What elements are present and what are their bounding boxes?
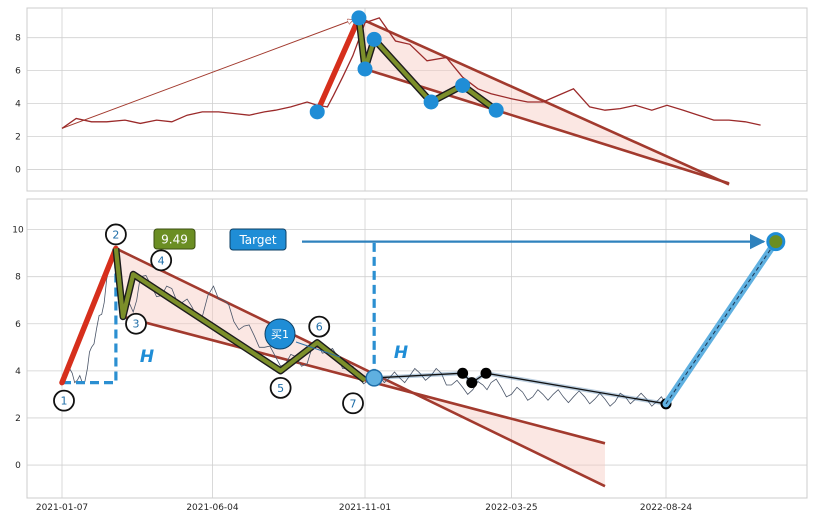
price-label: 9.49 xyxy=(161,233,188,247)
price-label-box xyxy=(153,228,196,250)
height-label-left: H xyxy=(140,347,154,367)
black-point-3 xyxy=(480,367,492,379)
bottom-wave-line xyxy=(113,248,367,382)
bottom-ytick-3: 6 xyxy=(15,320,21,330)
bottom-wave-path xyxy=(59,245,368,386)
wave-label-2: 2 xyxy=(112,228,119,241)
top-price-path xyxy=(61,17,761,129)
top-price-line xyxy=(61,17,761,129)
bottom-y-axis: 0 2 4 6 8 10 xyxy=(12,226,24,471)
top-wave-marker-2 xyxy=(351,10,367,26)
projection-start-marker xyxy=(365,369,383,387)
height-label-right: H xyxy=(394,343,408,363)
wave-label-3: 3 xyxy=(133,318,140,331)
top-wave-marker-6 xyxy=(455,77,471,93)
wave-label-circle-4 xyxy=(150,249,173,272)
bottom-impulse-leg xyxy=(59,245,119,386)
target-label-box xyxy=(229,228,287,251)
wave-label-circle-7 xyxy=(342,392,364,415)
top-channel-lower xyxy=(364,67,730,185)
wave-label-7: 7 xyxy=(350,397,357,410)
wave-label-4: 4 xyxy=(158,254,165,267)
bottom-channel-upper xyxy=(115,247,606,488)
top-ytick-0: 0 xyxy=(15,166,21,176)
target-label: Target xyxy=(238,233,276,247)
buy-pointer xyxy=(295,341,341,358)
buy-marker xyxy=(264,318,296,350)
top-wave-marker-5 xyxy=(423,94,439,110)
bottom-annotations: 9.49 Target 买1 H H xyxy=(140,228,766,367)
wave-label-5: 5 xyxy=(277,382,284,395)
top-ytick-1: 2 xyxy=(15,133,21,143)
top-panel-frame xyxy=(26,7,808,192)
wave-label-1: 1 xyxy=(61,395,68,408)
bottom-height-guides xyxy=(62,241,376,385)
wave-label-circle-3 xyxy=(125,312,147,335)
bottom-xtick-3: 2022-03-25 xyxy=(485,503,537,513)
top-impulse-leg xyxy=(314,15,362,115)
bottom-ytick-1: 2 xyxy=(15,414,21,424)
left-height-guide xyxy=(62,248,118,385)
wave-label-circle-2 xyxy=(104,223,127,246)
top-ytick-3: 6 xyxy=(15,67,21,77)
top-wave-marker-4 xyxy=(366,31,382,47)
wave-label-6: 6 xyxy=(316,321,323,334)
black-point-2 xyxy=(466,377,478,389)
bottom-ytick-5: 10 xyxy=(12,226,24,236)
bottom-ytick-4: 8 xyxy=(15,273,21,283)
top-wave-marker-1 xyxy=(309,104,325,120)
bottom-xtick-1: 2021-06-04 xyxy=(186,503,239,513)
top-ytick-4: 8 xyxy=(15,34,21,44)
bottom-black-points xyxy=(374,367,672,410)
target-marker xyxy=(766,232,786,252)
buy-label: 买1 xyxy=(271,328,289,341)
bottom-x-axis: 2021-01-07 2021-06-04 2021-11-01 2022-03-25… xyxy=(36,503,693,513)
top-ytick-2: 4 xyxy=(15,100,21,110)
bottom-ytick-2: 4 xyxy=(15,367,21,377)
black-point-1 xyxy=(457,367,469,379)
projection-center-line xyxy=(665,241,777,405)
bottom-ytick-0: 0 xyxy=(15,461,21,471)
top-wave-markers xyxy=(309,10,504,120)
top-y-axis: 0 2 4 6 8 xyxy=(15,34,21,176)
top-wave-marker-3 xyxy=(357,61,373,77)
bottom-xtick-2: 2021-11-01 xyxy=(339,503,391,513)
top-grid xyxy=(27,8,807,191)
bottom-xtick-0: 2021-01-07 xyxy=(36,503,88,513)
top-wave-marker-7 xyxy=(488,102,504,118)
bottom-wave-labels: 1 2 3 4 5 6 7 xyxy=(53,223,364,415)
top-panel: 0 2 4 6 8 xyxy=(15,7,808,192)
bottom-projection xyxy=(365,232,786,408)
top-projection-arrow xyxy=(61,20,353,129)
bottom-xtick-4: 2022-08-24 xyxy=(640,503,693,513)
wave-label-circle-5 xyxy=(269,376,292,399)
wave-label-circle-6 xyxy=(308,315,331,338)
top-projection-arrow-line xyxy=(61,20,353,129)
wave-label-circle-1 xyxy=(53,389,75,412)
